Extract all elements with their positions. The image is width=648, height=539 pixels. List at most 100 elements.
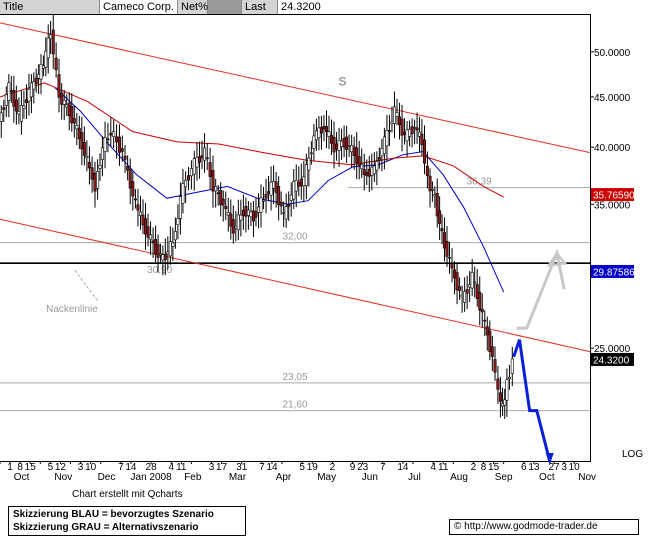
candle-body [360,163,364,170]
x-day-label: 23 [357,462,369,473]
level-label: 21,60 [282,400,307,411]
candle-body [254,211,258,218]
candle-body [387,130,391,132]
x-day-label: 8 [481,462,487,473]
price-badge-label: 35.76590 [593,191,635,202]
candle-body [274,181,278,193]
x-month-label: Nov [578,472,596,483]
candle-body [493,359,497,373]
candle-body [46,37,50,59]
candle-body [44,50,48,68]
candle-body [62,100,66,105]
candle-body [231,219,235,234]
candle-body [417,131,421,137]
candle-body [138,211,142,216]
candle-body [49,34,53,40]
candle-body [496,378,500,390]
candle-body [208,162,212,177]
candle-body [70,105,74,124]
candle-body [75,125,79,130]
candle-body [367,168,371,177]
candle-body [115,136,119,143]
candle-body [317,127,321,139]
candle-body [256,206,260,213]
candle-body [184,179,188,188]
candle-body [205,157,209,160]
candle-body [490,346,494,357]
source-link[interactable]: © http://www.godmode-trader.de [449,519,639,535]
x-day-label: 14 [397,462,409,473]
candle-body [98,164,102,169]
candle-body [362,169,366,175]
candle-body [168,241,172,257]
candle-body [299,179,303,187]
candle-body [297,181,301,187]
candle-body [65,104,69,108]
candle-body [123,155,127,160]
candle-body [156,244,160,258]
candle-body [221,198,225,206]
x-day-label: 17 [216,462,228,473]
candle-body [67,102,71,117]
candle-body [136,204,140,211]
x-day-label: 15 [488,462,500,473]
x-day-label: 4 [168,462,174,473]
candle-body [438,210,442,224]
candle-body [307,157,311,171]
candle-body [189,168,193,177]
candle-body [423,139,427,164]
header-title-cell: Title [0,0,100,14]
candle-body [304,164,308,186]
candle-body [347,145,351,147]
y-tick-label: 50.0000 [594,48,631,59]
candle-body [408,128,412,137]
x-day-label: 27 [548,462,560,473]
x-day-label: 7 [259,462,265,473]
candle-body [72,118,76,124]
candle-body [178,196,182,219]
candle-body [365,172,369,177]
candle-body [224,205,228,209]
candle-body [332,136,336,153]
price-series [0,14,514,419]
candle-body [345,136,349,150]
chart-annotation: Nackenlinie [46,304,98,315]
x-month-label: Jul [408,472,421,483]
candle-body [103,137,107,152]
candle-body [27,88,31,102]
candle-body [117,136,121,153]
indicator-lines [0,82,505,293]
candle-body [398,116,402,126]
candle-body [34,77,38,84]
x-month-label: Sep [495,472,513,483]
candle-body [460,294,464,298]
x-day-label: 6 [521,462,527,473]
candle-body [485,326,489,336]
candle-body [161,254,165,261]
candle-body [229,213,233,227]
candle-body [309,152,313,155]
price-badge-label: 29.87586 [593,267,635,278]
candle-body [90,167,94,180]
candle-body [445,241,449,257]
candle-body [442,232,446,249]
x-month-label: Jan 2008 [131,472,173,483]
candle-body [507,376,511,380]
candle-body [200,155,204,159]
candle-body [324,126,328,132]
candle-body [337,139,341,151]
y-axis: 50.0000 45.0000 40.0000 35.0000 25.0000 35.76… [590,48,643,460]
candle-body [109,132,113,136]
candle-body [292,180,296,200]
candle-body [294,179,298,192]
candle-body [195,157,199,168]
candle-body [214,186,218,192]
candle-body [234,225,238,229]
x-month-label: Nov [54,472,72,483]
candle-body [176,218,180,225]
candle-body [272,180,276,189]
x-day-label: 4 [430,462,436,473]
candle-body [355,147,359,164]
candle-body [282,212,286,214]
